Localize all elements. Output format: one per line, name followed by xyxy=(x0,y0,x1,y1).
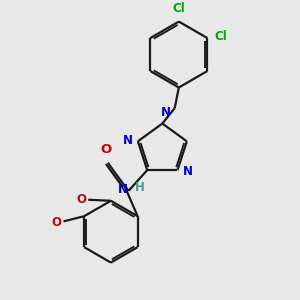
Text: O: O xyxy=(52,216,61,229)
Text: N: N xyxy=(123,134,133,147)
Text: Cl: Cl xyxy=(214,29,227,43)
Text: O: O xyxy=(100,143,111,157)
Text: N: N xyxy=(118,183,128,196)
Text: N: N xyxy=(160,106,170,119)
Text: Cl: Cl xyxy=(172,2,185,15)
Text: N: N xyxy=(183,165,193,178)
Text: H: H xyxy=(135,181,145,194)
Text: O: O xyxy=(76,193,86,206)
